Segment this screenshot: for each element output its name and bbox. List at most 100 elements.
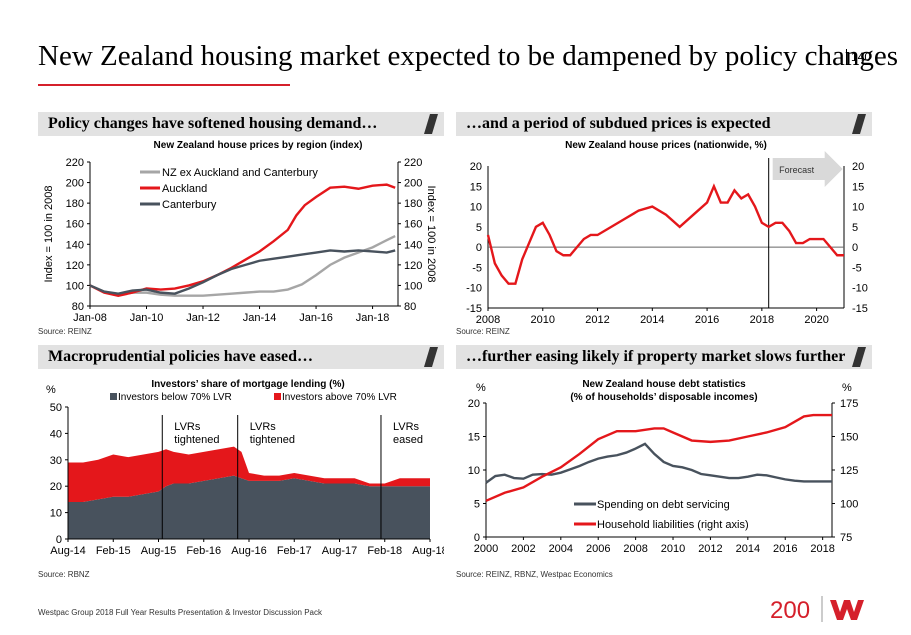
y-tick-label: 50 — [50, 402, 62, 414]
y-axis-label-right: % — [842, 382, 852, 394]
source-1: Source: REINZ — [38, 327, 92, 336]
chart-title: New Zealand house debt statistics — [582, 379, 746, 390]
x-tick-label: 2012 — [698, 543, 722, 555]
x-tick-label: 2008 — [476, 314, 500, 326]
y-tick-label-right: 175 — [840, 398, 858, 410]
x-tick-label: 2016 — [773, 543, 797, 555]
legend-label: NZ ex Auckland and Canterbury — [162, 167, 318, 179]
footer-text: Westpac Group 2018 Full Year Results Pre… — [38, 608, 322, 617]
y-tick-label-right: 10 — [852, 202, 864, 214]
series-line-1 — [485, 413, 832, 502]
chart-title: New Zealand house prices (nationwide, %) — [565, 140, 767, 151]
y-tick-label: -10 — [466, 283, 482, 295]
x-tick-label: 2014 — [640, 314, 664, 326]
area-above-70 — [68, 446, 430, 503]
x-tick-label: 2000 — [474, 543, 498, 555]
y-tick-label: 30 — [50, 455, 62, 467]
legend-swatch — [110, 393, 117, 400]
y-tick-label-right: 125 — [840, 465, 858, 477]
x-tick-label: Feb-18 — [367, 545, 402, 557]
legend-label: Canterbury — [162, 199, 217, 211]
y-tick-label: 100 — [66, 280, 84, 292]
y-tick-label: -15 — [466, 303, 482, 315]
y-tick-label: 160 — [66, 219, 84, 231]
x-tick-label: Feb-16 — [186, 545, 221, 557]
source-3: Source: RBNZ — [38, 570, 90, 579]
x-tick-label: 2014 — [736, 543, 760, 555]
x-tick-label: Aug-17 — [322, 545, 357, 557]
westpac-logo: 200 — [770, 592, 882, 631]
lvr-event-label: LVRs — [250, 421, 277, 433]
panel-header-1: Policy changes have softened housing dem… — [38, 112, 444, 136]
y-axis-label: % — [476, 382, 486, 394]
chart-subtitle: (% of households’ disposable incomes) — [570, 392, 757, 403]
chart-house-debt: New Zealand house debt statistics (% of h… — [468, 379, 859, 555]
panel-header-4: …further easing likely if property marke… — [456, 345, 872, 369]
x-tick-label: 2002 — [511, 543, 535, 555]
x-tick-label: Jan-14 — [243, 312, 277, 324]
chart-title: New Zealand house prices by region (inde… — [154, 140, 363, 151]
x-tick-label: Jan-18 — [356, 312, 390, 324]
x-tick-label: 2020 — [804, 314, 828, 326]
source-4: Source: REINZ, RBNZ, Westpac Economics — [456, 570, 613, 579]
x-tick-label: 2018 — [750, 314, 774, 326]
y-tick-label-right: 15 — [852, 181, 864, 193]
y-tick-label: 20 — [468, 398, 480, 410]
y-tick-label: 220 — [66, 157, 84, 169]
lvr-event-label: tightened — [174, 434, 219, 446]
slash-icon — [852, 347, 866, 367]
y-tick-label: 20 — [50, 481, 62, 493]
lvr-event-label: LVRs — [393, 421, 420, 433]
page-title: New Zealand housing market expected to b… — [38, 40, 899, 72]
x-tick-label: 2016 — [695, 314, 719, 326]
y-tick-label-right: 120 — [404, 260, 422, 272]
y-tick-label-right: 20 — [852, 161, 864, 173]
slash-icon — [852, 114, 866, 134]
x-tick-label: Aug-14 — [50, 545, 85, 557]
slash-icon — [424, 114, 438, 134]
x-tick-label: 2012 — [585, 314, 609, 326]
lvr-event-label: tightened — [250, 434, 295, 446]
y-axis-label-right: Index = 100 in 2008 — [425, 186, 437, 283]
y-tick-label: 80 — [72, 301, 84, 313]
panel-header-3-text: Macroprudential policies have eased… — [48, 348, 314, 365]
chart-house-prices-by-region: New Zealand house prices by region (inde… — [43, 140, 437, 324]
panel-header-3: Macroprudential policies have eased… — [38, 345, 444, 369]
lvr-event-label: eased — [393, 434, 423, 446]
y-tick-label: 20 — [470, 161, 482, 173]
y-tick-label-right: 200 — [404, 178, 422, 190]
forecast-arrow-icon — [772, 151, 843, 187]
y-tick-label-right: 80 — [404, 301, 416, 313]
y-axis-label: % — [46, 384, 56, 396]
legend-label: Household liabilities (right axis) — [597, 519, 749, 531]
x-tick-label: 2004 — [549, 543, 573, 555]
y-tick-label-right: 140 — [404, 239, 422, 251]
series-line-2 — [89, 249, 396, 295]
y-tick-label-right: -10 — [852, 283, 868, 295]
legend-label: Investors below 70% LVR — [118, 392, 232, 403]
x-tick-label: 2006 — [586, 543, 610, 555]
chart-title: Investors’ share of mortgage lending (%) — [151, 379, 344, 390]
page-number: 140 — [846, 49, 871, 65]
panel-header-2: …and a period of subdued prices is expec… — [456, 112, 872, 136]
chart-investors-share: Investors’ share of mortgage lending (%)… — [46, 379, 444, 557]
y-tick-label-right: 160 — [404, 219, 422, 231]
panel-header-4-text: …further easing likely if property marke… — [466, 348, 846, 365]
x-tick-label: 2010 — [661, 543, 685, 555]
y-tick-label-right: 0 — [852, 242, 858, 254]
y-tick-label: 40 — [50, 428, 62, 440]
legend-swatch — [274, 393, 281, 400]
x-tick-label: Feb-17 — [277, 545, 312, 557]
series-line — [486, 183, 844, 285]
legend-label: Auckland — [162, 183, 207, 195]
y-tick-label: 10 — [468, 465, 480, 477]
y-tick-label: 200 — [66, 178, 84, 190]
x-tick-label: Jan-16 — [299, 312, 333, 324]
y-tick-label-right: 5 — [852, 222, 858, 234]
panel-header-1-text: Policy changes have softened housing dem… — [48, 115, 378, 132]
y-tick-label: 0 — [476, 242, 482, 254]
y-tick-label-right: 180 — [404, 198, 422, 210]
y-tick-label: 0 — [56, 534, 62, 546]
x-tick-label: Aug-15 — [141, 545, 176, 557]
y-axis-label: Index = 100 in 2008 — [43, 186, 55, 283]
